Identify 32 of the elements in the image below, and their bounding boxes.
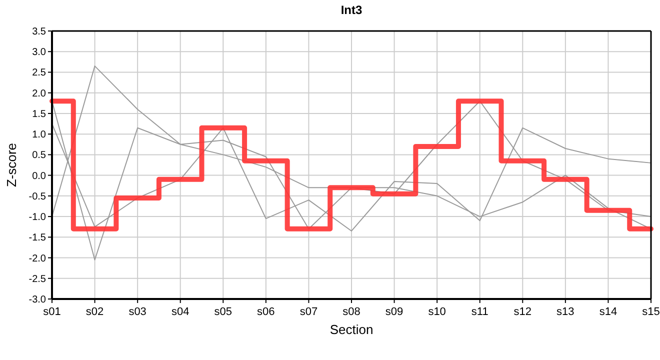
x-tick-label: s03	[128, 306, 146, 318]
y-tick-label: -2.5	[28, 274, 46, 285]
y-tick-label: 3.5	[32, 26, 46, 38]
y-tick-label: 2.5	[32, 68, 46, 79]
y-tick-label: 3.0	[32, 47, 46, 58]
x-tick-label: s07	[300, 306, 318, 318]
x-tick-label: s12	[514, 306, 532, 318]
x-tick-label: s11	[471, 306, 488, 318]
x-axis-title: Section	[330, 322, 374, 337]
x-tick-label: s10	[428, 306, 446, 318]
y-tick-label: -1.5	[28, 232, 46, 244]
x-tick-label: s13	[556, 306, 574, 318]
x-tick-label: s02	[86, 306, 104, 318]
y-tick-label: -3.0	[28, 294, 46, 306]
y-tick-label: 0.0	[32, 170, 46, 182]
x-tick-label: s15	[642, 306, 660, 318]
y-tick-label: -0.5	[28, 191, 46, 202]
x-tick-label: s09	[385, 306, 404, 318]
x-tick-label: s01	[43, 306, 61, 318]
y-tick-label: 2.0	[32, 88, 46, 100]
x-tick-label: s14	[599, 306, 618, 318]
y-tick-label: -2.0	[28, 253, 46, 264]
x-tick-label: s06	[257, 306, 275, 318]
y-tick-label: 0.5	[32, 150, 46, 162]
x-tick-label: s08	[342, 306, 360, 318]
chart-title: Int3	[340, 3, 362, 17]
y-axis-title: Z-score	[4, 142, 19, 188]
y-tick-label: -1.0	[28, 212, 46, 224]
y-tick-label: 1.5	[32, 108, 46, 120]
y-tick-label: 1.0	[32, 130, 46, 141]
x-tick-label: s05	[214, 306, 232, 318]
x-tick-label: s04	[171, 306, 190, 318]
